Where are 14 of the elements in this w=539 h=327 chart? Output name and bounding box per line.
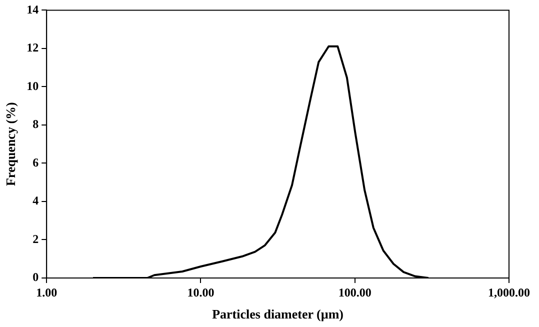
y-tick-label: 12 (26, 40, 39, 55)
y-tick-label: 0 (32, 270, 39, 284)
y-axis-title: Frequency (%) (3, 102, 18, 186)
x-tick-label: 1,000.00 (488, 285, 530, 300)
x-tick-label: 10.00 (187, 285, 214, 300)
y-tick-label: 2 (32, 232, 39, 246)
y-tick-label: 6 (32, 155, 39, 170)
x-axis-title: Particles diameter (µm) (212, 306, 344, 322)
x-tick-label: 1.00 (36, 285, 58, 300)
y-tick-label: 8 (32, 117, 39, 132)
x-tick-label: 100.00 (338, 285, 372, 300)
y-tick-label: 14 (26, 2, 39, 16)
y-tick-label: 4 (32, 194, 39, 208)
y-tick-label: 10 (26, 78, 39, 93)
